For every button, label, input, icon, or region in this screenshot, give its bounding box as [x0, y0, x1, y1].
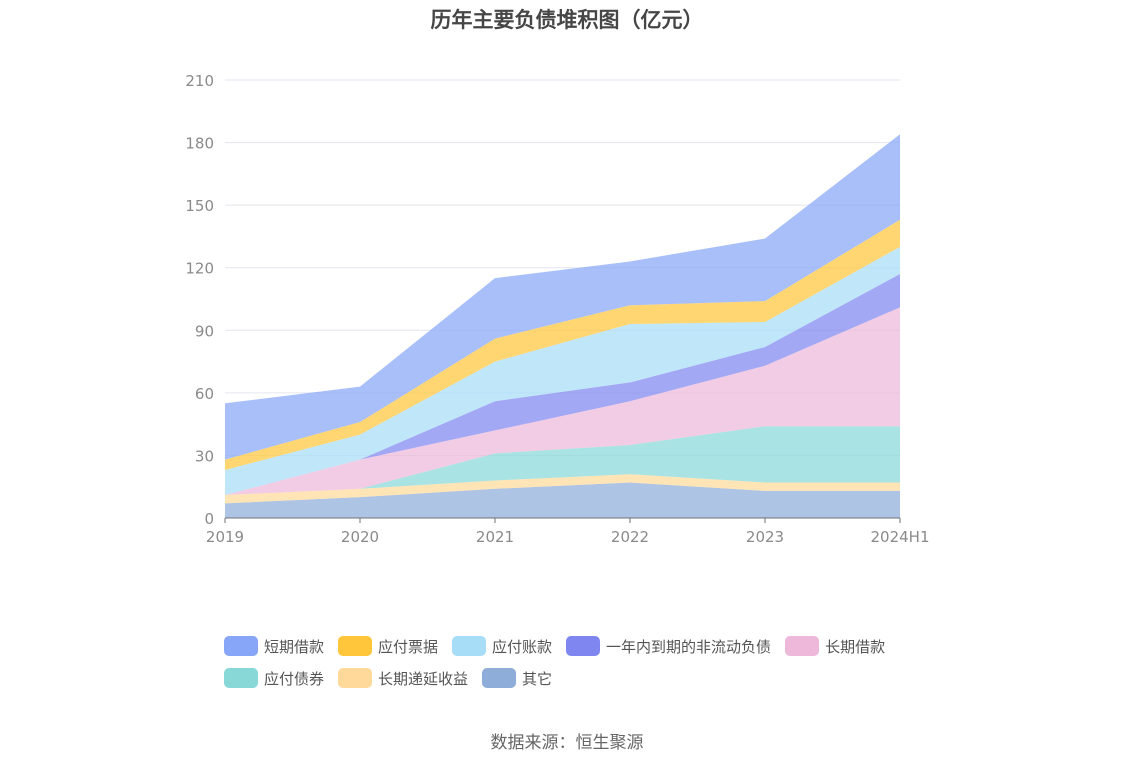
area-series-0 [225, 482, 900, 518]
area-series-7 [225, 134, 900, 460]
legend-row: 应付债券 长期递延收益 其它 [224, 662, 944, 694]
y-tick-label: 30 [195, 447, 214, 465]
y-tick-label: 60 [195, 385, 214, 403]
legend: 短期借款 应付票据 应付账款 一年内到期的非流动负债 长期借款应付债券 长期递延收益 其它 [224, 630, 944, 694]
x-tick-label: 2024H1 [871, 528, 930, 546]
legend-label: 其它 [522, 669, 553, 688]
x-tick-label: 2022 [611, 528, 649, 546]
x-tick-label: 2020 [341, 528, 379, 546]
legend-swatch [338, 636, 373, 656]
legend-label: 长期递延收益 [378, 669, 469, 688]
y-tick-label: 150 [185, 197, 214, 215]
area-series-6 [225, 219, 900, 471]
legend-label: 应付账款 [492, 637, 553, 656]
y-tick-label: 180 [185, 135, 214, 153]
legend-label: 一年内到期的非流动负债 [606, 637, 772, 656]
legend-swatch [452, 636, 487, 656]
y-tick-label: 90 [195, 322, 214, 340]
legend-swatch [224, 668, 258, 688]
legend-item[interactable]: 长期借款 [785, 636, 885, 657]
area-series [225, 134, 900, 518]
legend-swatch [566, 636, 601, 656]
legend-label: 应付票据 [378, 637, 439, 656]
legend-swatch [338, 668, 373, 688]
y-tick-labels: 0 30 60 90 120 150 180 210 [185, 72, 214, 528]
y-tick-label: 0 [204, 510, 214, 528]
legend-item[interactable]: 短期借款 [224, 636, 324, 657]
legend-item[interactable]: 应付账款 [452, 636, 552, 657]
legend-item[interactable]: 一年内到期的非流动负债 [566, 636, 771, 657]
y-tick-label: 120 [185, 260, 214, 278]
legend-item[interactable]: 其它 [482, 668, 552, 689]
x-tick-label: 2023 [746, 528, 784, 546]
axes [224, 517, 901, 523]
legend-swatch [785, 636, 820, 656]
area-series-3 [225, 307, 900, 496]
legend-label: 短期借款 [264, 637, 325, 656]
legend-item[interactable]: 应付债券 [224, 668, 324, 689]
legend-swatch [224, 636, 258, 656]
x-tick-label: 2019 [206, 528, 244, 546]
legend-row: 短期借款 应付票据 应付账款 一年内到期的非流动负债 长期借款 [224, 630, 944, 662]
legend-item[interactable]: 应付票据 [338, 636, 438, 657]
legend-swatch [482, 668, 517, 688]
x-tick-labels: 2019 2020 2021 2022 2023 2024H1 [206, 528, 930, 546]
area-series-2 [225, 426, 900, 496]
area-series-5 [225, 246, 900, 496]
data-source: 数据来源：恒生聚源 [490, 733, 644, 753]
stacked-area-chart: 0 30 60 90 120 150 180 210 2019 2020 2021 2022 2023… [185, 72, 930, 546]
x-tick-label: 2021 [476, 528, 514, 546]
area-series-1 [225, 474, 900, 504]
legend-item[interactable]: 长期递延收益 [338, 668, 468, 689]
chart-title: 历年主要负债堆积图（亿元） [430, 8, 704, 32]
legend-label: 应付债券 [264, 669, 325, 688]
y-tick-label: 210 [185, 72, 214, 90]
legend-label: 长期借款 [825, 637, 886, 656]
